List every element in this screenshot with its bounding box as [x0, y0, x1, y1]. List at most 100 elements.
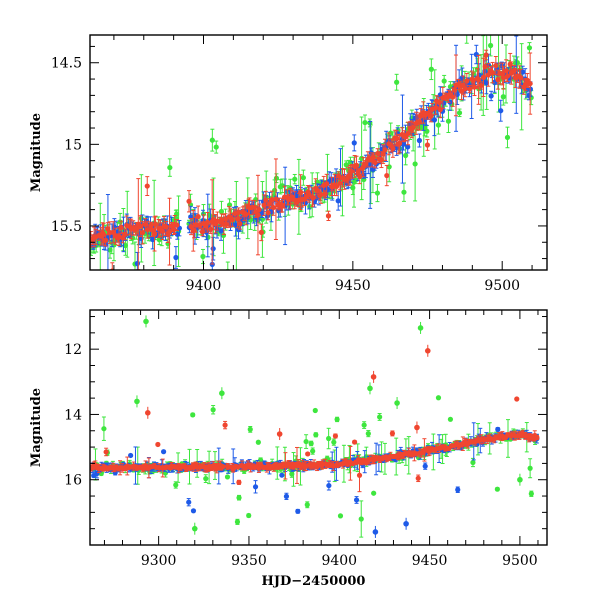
data-point: [204, 219, 211, 225]
data-point: [520, 69, 526, 75]
data-point: [492, 27, 497, 32]
data-point: [103, 449, 109, 455]
data-point: [487, 42, 494, 49]
data-point: [265, 210, 271, 216]
data-point: [300, 175, 306, 181]
data-point: [273, 175, 280, 181]
data-point: [390, 146, 396, 152]
data-point: [122, 231, 128, 237]
data-point: [318, 192, 324, 198]
data-point: [464, 78, 470, 84]
data-point: [482, 63, 488, 70]
data-point: [416, 137, 423, 144]
y-axis-label: Magnitude: [29, 113, 44, 192]
data-point: [236, 495, 242, 501]
data-point: [171, 227, 177, 233]
y-tick-label: 14.5: [51, 56, 82, 72]
data-point: [367, 162, 373, 168]
data-point: [495, 77, 501, 83]
top-panel: 9400 9450 9500 14.5 15 15.5 Magnitude: [29, 22, 548, 294]
data-point: [128, 452, 134, 459]
data-point: [213, 144, 219, 150]
plot-frame: [89, 34, 548, 271]
data-point: [528, 491, 534, 497]
data-point: [424, 128, 430, 134]
data-point: [412, 161, 418, 167]
data-point: [243, 211, 249, 218]
data-point: [252, 204, 258, 210]
data-point: [377, 414, 383, 420]
data-point: [384, 172, 390, 179]
data-point: [435, 395, 442, 401]
data-point: [152, 221, 159, 227]
data-point: [494, 486, 500, 492]
data-point: [224, 474, 231, 480]
data-point: [335, 198, 341, 204]
data-point: [234, 519, 241, 525]
data-point: [160, 449, 167, 455]
y-tick-label: 15.5: [51, 219, 82, 235]
data-point: [295, 508, 301, 514]
data-point: [527, 465, 533, 471]
data-point: [308, 440, 314, 447]
data-point: [258, 229, 264, 235]
data-point: [362, 161, 368, 167]
data-point: [256, 206, 262, 213]
x-tick-label: 9500: [484, 278, 520, 294]
data-point: [337, 513, 344, 519]
data-point: [173, 482, 179, 488]
data-point: [304, 502, 310, 508]
data-point: [326, 435, 332, 442]
data-point: [197, 222, 203, 228]
data-point: [441, 78, 447, 84]
data-point: [234, 216, 241, 222]
data-point: [103, 237, 109, 243]
data-point: [334, 416, 340, 423]
data-point: [527, 80, 533, 87]
data-point: [110, 229, 116, 235]
data-point: [210, 217, 216, 223]
data-point: [279, 183, 285, 189]
data-point: [456, 110, 463, 116]
x-tick-label: 9400: [186, 278, 222, 294]
data-point: [303, 438, 309, 445]
data-point: [337, 180, 343, 186]
data-point: [315, 187, 321, 194]
data-point: [464, 22, 469, 27]
data-point: [488, 93, 494, 99]
data-point: [209, 137, 215, 143]
data-point: [188, 223, 194, 230]
data-point: [166, 229, 173, 235]
data-point: [200, 211, 207, 217]
data-point: [218, 208, 225, 215]
data-point: [498, 108, 504, 114]
data-point: [483, 52, 489, 58]
data-point: [149, 227, 155, 233]
data-point: [380, 151, 386, 157]
data-point: [252, 484, 259, 490]
data-point: [142, 221, 148, 227]
data-point: [371, 490, 377, 496]
data-point: [259, 216, 266, 223]
data-point: [424, 142, 431, 148]
data-point: [223, 221, 230, 227]
data-point: [263, 197, 269, 203]
data-point: [139, 230, 146, 236]
data-point: [200, 253, 206, 260]
y-tick-label: 15: [64, 137, 82, 153]
data-point: [351, 140, 357, 146]
x-tick-label: 9450: [335, 278, 371, 294]
data-point: [485, 72, 491, 78]
plot-area: [90, 315, 540, 538]
red-series: [90, 27, 533, 270]
data-point: [137, 223, 143, 229]
red-series: [90, 396, 540, 493]
data-point: [347, 159, 354, 165]
data-point: [514, 60, 520, 66]
data-point: [445, 118, 452, 124]
data-point: [144, 183, 150, 189]
data-point: [266, 201, 273, 207]
data-point: [334, 183, 340, 190]
data-point: [396, 140, 403, 147]
